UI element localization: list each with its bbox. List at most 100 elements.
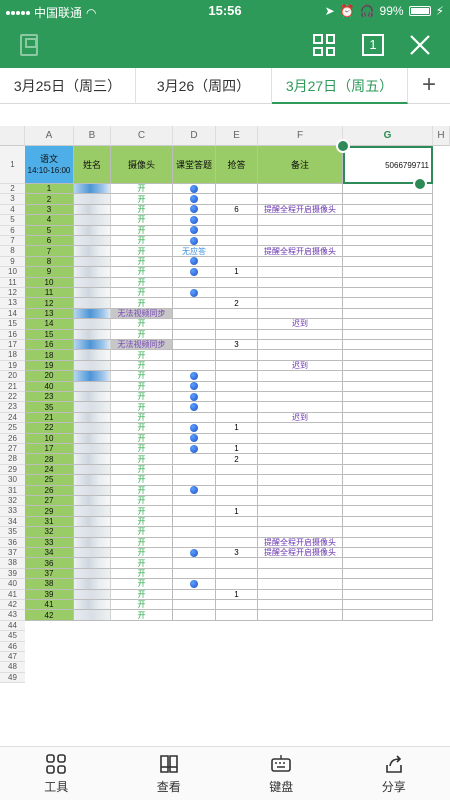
table-cell-note[interactable] (258, 225, 343, 236)
table-cell-id[interactable]: 35 (25, 402, 74, 413)
table-cell-camera[interactable]: 无法视频同步 (111, 340, 173, 351)
add-sheet-button[interactable]: + (421, 71, 436, 98)
table-cell-class-answer[interactable] (173, 371, 216, 382)
table-cell-g[interactable] (343, 360, 433, 372)
column-header-B[interactable]: B (74, 126, 111, 146)
table-cell-quick-answer[interactable]: 2 (216, 298, 258, 309)
table-cell-name[interactable] (74, 267, 111, 278)
table-cell-note[interactable] (258, 579, 343, 590)
table-cell-quick-answer[interactable] (216, 496, 258, 507)
row-header[interactable]: 42 (0, 600, 25, 611)
table-cell-id[interactable]: 42 (25, 610, 74, 621)
header-cell-notes[interactable]: 备注 (258, 146, 343, 184)
table-cell-name[interactable] (74, 516, 111, 528)
row-header[interactable]: 12 (0, 288, 25, 299)
tab-sheet-0327[interactable]: 3月27日（周五） (272, 68, 408, 104)
table-cell-name[interactable] (74, 360, 111, 372)
column-header-C[interactable]: C (111, 126, 173, 146)
table-cell-name[interactable] (74, 329, 111, 340)
row-header[interactable]: 14 (0, 308, 25, 320)
table-cell-camera[interactable]: 开 (111, 288, 173, 299)
table-cell-name[interactable] (74, 319, 111, 330)
table-cell-note[interactable] (258, 506, 343, 517)
table-cell-camera[interactable]: 开 (111, 589, 173, 600)
table-cell-name[interactable] (74, 548, 111, 559)
table-cell-id[interactable]: 20 (25, 371, 74, 382)
table-cell-name[interactable] (74, 256, 111, 268)
table-cell-g[interactable] (343, 412, 433, 424)
table-cell-class-answer[interactable] (173, 381, 216, 392)
row-header[interactable]: 25 (0, 423, 25, 434)
row-header[interactable]: 4 (0, 204, 25, 216)
table-cell-camera[interactable]: 开 (111, 329, 173, 340)
row-header[interactable]: 34 (0, 516, 25, 528)
table-cell-quick-answer[interactable] (216, 308, 258, 320)
table-cell-quick-answer[interactable] (216, 412, 258, 424)
table-cell-camera[interactable]: 开 (111, 516, 173, 528)
table-cell-class-answer[interactable] (173, 485, 216, 496)
table-cell-camera[interactable]: 开 (111, 360, 173, 372)
column-header-E[interactable]: E (216, 126, 258, 146)
table-cell-class-answer[interactable] (173, 558, 216, 569)
table-cell-g[interactable] (343, 464, 433, 476)
table-cell-quick-answer[interactable] (216, 236, 258, 247)
table-cell-quick-answer[interactable] (216, 256, 258, 268)
table-cell-name[interactable] (74, 194, 111, 205)
table-cell-g[interactable] (343, 454, 433, 465)
table-cell-class-answer[interactable] (173, 225, 216, 236)
row-header[interactable]: 13 (0, 298, 25, 309)
table-cell-id[interactable]: 15 (25, 329, 74, 340)
table-cell-g[interactable] (343, 485, 433, 496)
table-cell-note[interactable] (258, 402, 343, 413)
table-cell-name[interactable] (74, 558, 111, 569)
table-cell-g[interactable] (343, 496, 433, 507)
row-header[interactable]: 31 (0, 485, 25, 496)
table-cell-camera[interactable]: 开 (111, 412, 173, 424)
table-cell-name[interactable] (74, 506, 111, 517)
table-cell-name[interactable] (74, 433, 111, 444)
row-header[interactable]: 28 (0, 454, 25, 465)
table-cell-quick-answer[interactable] (216, 329, 258, 340)
row-header[interactable]: 46 (0, 641, 25, 652)
table-cell-name[interactable] (74, 392, 111, 403)
table-cell-id[interactable]: 33 (25, 537, 74, 548)
column-header-G[interactable]: G (343, 126, 433, 146)
row-header[interactable]: 44 (0, 620, 25, 632)
table-cell-g[interactable] (343, 516, 433, 528)
table-cell-id[interactable]: 31 (25, 516, 74, 528)
header-cell-quick-answer[interactable]: 抢答 (216, 146, 258, 184)
table-cell-class-answer[interactable] (173, 340, 216, 351)
table-cell-g[interactable] (343, 246, 433, 257)
table-cell-note[interactable] (258, 308, 343, 320)
row-header[interactable]: 9 (0, 256, 25, 268)
table-cell-g[interactable] (343, 600, 433, 611)
table-cell-camera[interactable]: 开 (111, 610, 173, 621)
table-cell-id[interactable]: 5 (25, 225, 74, 236)
table-cell-class-answer[interactable] (173, 215, 216, 226)
table-cell-class-answer[interactable] (173, 329, 216, 340)
table-cell-camera[interactable]: 开 (111, 236, 173, 247)
table-cell-note[interactable] (258, 610, 343, 621)
table-cell-camera[interactable]: 开 (111, 402, 173, 413)
table-cell-g[interactable] (343, 371, 433, 382)
table-cell-note[interactable] (258, 454, 343, 465)
table-cell-note[interactable] (258, 527, 343, 538)
table-cell-note[interactable] (258, 589, 343, 600)
table-cell-note[interactable] (258, 568, 343, 580)
table-cell-name[interactable] (74, 527, 111, 538)
table-cell-note[interactable] (258, 298, 343, 309)
table-cell-note[interactable] (258, 371, 343, 382)
spreadsheet-grid[interactable]: A B C D E F G H 1 语文 14:10-16:00 姓名 摄像头 课堂答题 抢答 备注 50667… (0, 104, 450, 746)
table-cell-class-answer[interactable] (173, 298, 216, 309)
table-cell-name[interactable] (74, 225, 111, 236)
table-cell-g[interactable] (343, 319, 433, 330)
table-cell-note[interactable] (258, 433, 343, 444)
table-cell-id[interactable]: 18 (25, 350, 74, 361)
table-cell-id[interactable]: 11 (25, 288, 74, 299)
table-cell-id[interactable]: 16 (25, 340, 74, 351)
row-header[interactable]: 45 (0, 631, 25, 642)
table-cell-note[interactable]: 提醒全程开启摄像头 (258, 537, 343, 548)
table-cell-g[interactable] (343, 423, 433, 434)
table-cell-g[interactable] (343, 267, 433, 278)
table-cell-id[interactable]: 13 (25, 308, 74, 320)
